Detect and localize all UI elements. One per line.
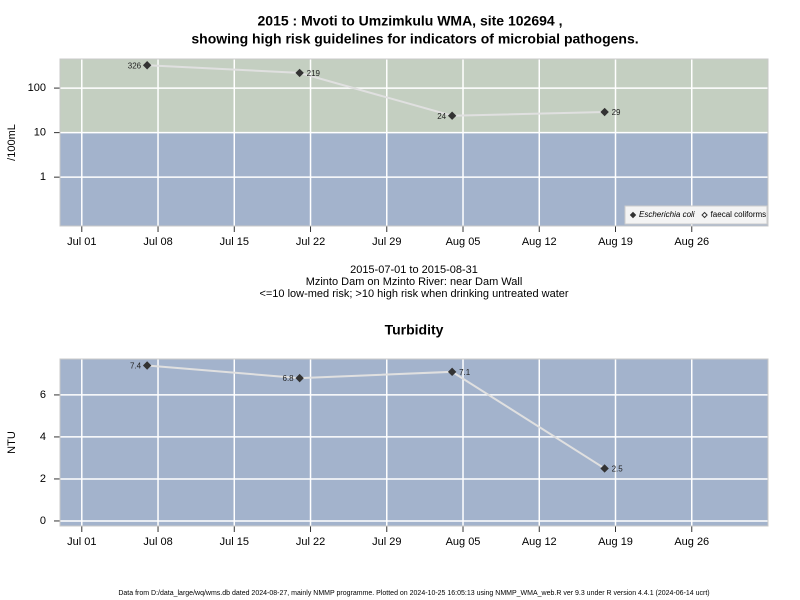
- x-tick-label: Jul 08: [143, 236, 172, 248]
- y-axis-label: /100mL: [6, 124, 18, 161]
- plot-background: [60, 359, 768, 526]
- x-tick-label: Jul 29: [372, 236, 401, 248]
- data-label: 7.1: [459, 368, 471, 377]
- y-axis-label: NTU: [6, 431, 18, 454]
- data-point: [600, 464, 609, 473]
- data-label: 7.4: [130, 362, 142, 371]
- data-label: 29: [612, 108, 621, 117]
- x-tick-label: Jul 22: [296, 236, 325, 248]
- y-tick-label: 10: [34, 127, 46, 139]
- x-tick-label: Aug 12: [522, 236, 557, 248]
- y-tick-label: 4: [40, 431, 46, 443]
- high-risk-band: [60, 59, 768, 133]
- chart-title: Turbidity: [385, 322, 444, 338]
- data-point: [142, 361, 152, 370]
- plot-frame: [59, 58, 769, 227]
- y-tick-label: 0: [40, 515, 46, 527]
- x-tick-label: Jul 22: [296, 536, 325, 548]
- series-line: [147, 364, 606, 470]
- x-tick-label: Aug 12: [522, 536, 557, 548]
- series-line: [147, 64, 605, 117]
- x-tick-label: Aug 26: [674, 536, 709, 548]
- x-tick-label: Jul 15: [220, 236, 249, 248]
- legend-marker: [701, 211, 708, 219]
- legend-marker: [629, 211, 637, 219]
- x-tick-label: Aug 05: [446, 236, 481, 248]
- data-point: [295, 68, 304, 78]
- y-tick-label: 2: [40, 473, 46, 485]
- data-label: 6.8: [283, 374, 295, 383]
- data-point: [447, 111, 457, 120]
- legend-label: Escherichia coli: [639, 210, 695, 219]
- data-point: [142, 61, 152, 70]
- x-tick-label: Jul 29: [372, 536, 401, 548]
- title-line: 2015 : Mvoti to Umzimkulu WMA, site 1026…: [258, 13, 563, 29]
- caption-line: <=10 low-med risk; >10 high risk when dr…: [259, 288, 568, 300]
- x-tick-label: Jul 15: [220, 536, 249, 548]
- data-label: 24: [437, 112, 446, 121]
- x-tick-label: Jul 01: [67, 536, 96, 548]
- x-tick-label: Aug 05: [446, 536, 481, 548]
- data-point: [295, 373, 304, 383]
- footer: Data from D:/data_large/wq/wms.db dated …: [118, 590, 709, 597]
- y-tick-label: 1: [40, 171, 46, 183]
- legend-label: faecal coliforms: [711, 210, 767, 219]
- y-tick-label: 6: [40, 389, 46, 401]
- data-point: [447, 367, 457, 377]
- legend-box: [624, 205, 768, 225]
- data-label: 326: [128, 61, 142, 70]
- data-point: [600, 107, 609, 117]
- plot-frame: [59, 358, 769, 527]
- data-label: 219: [307, 69, 321, 78]
- title-line: showing high risk guidelines for indicat…: [191, 31, 638, 47]
- x-tick-label: Aug 26: [674, 236, 709, 248]
- x-tick-label: Aug 19: [598, 236, 633, 248]
- x-tick-label: Aug 19: [598, 536, 633, 548]
- caption-line: Mzinto Dam on Mzinto River: near Dam Wal…: [306, 276, 523, 288]
- x-tick-label: Jul 01: [67, 236, 96, 248]
- caption-line: 2015-07-01 to 2015-08-31: [350, 264, 478, 276]
- y-tick-label: 100: [28, 82, 46, 94]
- data-label: 2.5: [612, 465, 624, 474]
- x-tick-label: Jul 08: [143, 536, 172, 548]
